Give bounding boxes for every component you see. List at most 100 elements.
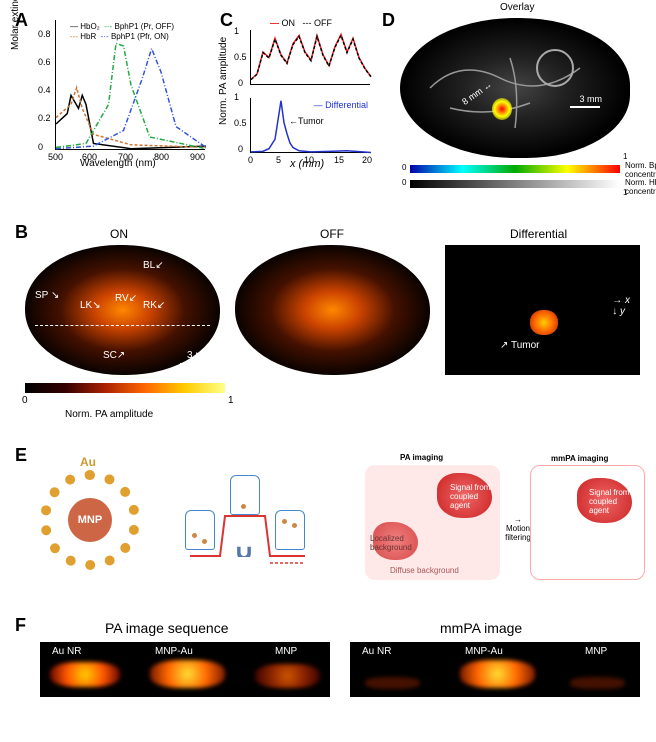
b-on-title: ON: [110, 227, 128, 241]
au-label: Au: [80, 455, 96, 469]
dashed-line: [35, 325, 210, 326]
tick: 700: [118, 152, 133, 162]
annot-text: RV: [115, 293, 129, 304]
label-text: Tumor: [298, 116, 324, 126]
panel-d-image: 8 mm ↔ 3 mm: [400, 18, 630, 158]
panel-a: Molar extinction coefficient (×10⁵ cm⁻¹M…: [20, 10, 210, 180]
tick: 15: [334, 155, 344, 165]
colorbar-bphp1: [410, 165, 620, 173]
cb-max: 1: [228, 395, 234, 406]
panel-f: PA image sequence mmPA image Au NR MNP-A…: [10, 620, 650, 730]
annot-text: BL: [143, 260, 155, 271]
cb-label: Norm. Hb concentration: [625, 178, 656, 196]
annot-sp: SP ↘: [35, 290, 59, 301]
tumor-text: Tumor: [511, 340, 540, 351]
annot-text: SC: [103, 350, 117, 361]
mm-box: mmPA imaging Signal from coupled agent: [530, 465, 645, 580]
panel-c-top-axes: [250, 30, 370, 85]
legend-item: BphP1 (Pfr, ON): [111, 32, 169, 41]
f-right-image: Au NR MNP-Au MNP: [350, 642, 640, 697]
signal-text: Signal from coupled agent: [589, 488, 634, 515]
blob: [50, 662, 120, 687]
tick: 0.5: [234, 52, 247, 62]
legend-item: HbR: [80, 32, 96, 41]
cb-min: 0: [22, 395, 28, 406]
f-left-image: Au NR MNP-Au MNP: [40, 642, 330, 697]
legend-item: ON: [282, 18, 296, 28]
tumor-hotspot: [492, 98, 512, 120]
f-title-left: PA image sequence: [105, 620, 229, 636]
tumor-arrow: ↗ Tumor: [500, 340, 540, 351]
panel-b: ON OFF Differential SP ↘ LK↘ RV↙ BL↙ RK↙…: [10, 225, 650, 415]
tick: 600: [82, 152, 97, 162]
pa-box: PA imaging Signal from coupled agent Loc…: [365, 465, 500, 580]
f-title-right: mmPA image: [440, 620, 522, 636]
b-diff-title: Differential: [510, 227, 567, 241]
annot-text: RK: [143, 300, 157, 311]
blob: [150, 660, 225, 688]
annot-bl: BL↙: [143, 260, 164, 271]
panel-a-legend: — HbO₂ -·- BphP1 (Pr, OFF) --- HbR -·- B…: [70, 22, 174, 41]
tick: 0.5: [234, 118, 247, 128]
tick: 0.2: [38, 113, 51, 123]
annot-text: SP: [35, 290, 48, 301]
tick: 900: [190, 152, 205, 162]
tumor-label: ←Tumor: [289, 116, 324, 126]
panel-c-legend: — ON --- OFF: [270, 18, 332, 28]
cb-max: 1: [623, 188, 627, 197]
annot-rv: RV↙: [115, 293, 137, 304]
f-col-label: MNP: [275, 646, 297, 657]
tick: 0.6: [38, 57, 51, 67]
f-col-label: Au NR: [52, 646, 81, 657]
tick: 5: [276, 155, 281, 165]
tick: 0.8: [38, 29, 51, 39]
annot-rk: RK↙: [143, 300, 165, 311]
b-off-title: OFF: [320, 227, 344, 241]
tick: 500: [48, 152, 63, 162]
field-line: [185, 508, 310, 578]
f-col-label: MNP-Au: [465, 646, 503, 657]
pa-title: PA imaging: [400, 453, 443, 462]
legend-item: OFF: [314, 18, 332, 28]
legend-item: — Differential: [314, 100, 368, 110]
panel-d-title: Overlay: [500, 2, 534, 13]
b-off-image: [235, 245, 430, 375]
b-diff-image: ↗ Tumor → x↓ y: [445, 245, 640, 375]
panel-c-bot-axes: — Differential ←Tumor: [250, 98, 370, 153]
f-col-label: MNP-Au: [155, 646, 193, 657]
panel-d: Overlay 8 mm ↔ 3 mm 0 Norm. BphP1 concen…: [380, 0, 650, 200]
blob: [365, 677, 420, 689]
cb-max: 1: [623, 152, 627, 161]
tick: 800: [154, 152, 169, 162]
b-on-image: SP ↘ LK↘ RV↙ BL↙ RK↙ SC↗ 3 mm: [25, 245, 220, 375]
panel-e: Au MNP PA imaging Signal from coupled ag…: [10, 450, 650, 600]
panel-b-colorbar: [25, 383, 225, 393]
scalebar-label: 3 mm: [187, 350, 212, 361]
panel-c-top-svg: [251, 30, 371, 85]
tick: 20: [362, 155, 372, 165]
motion-label-text: Motion filtering: [505, 524, 531, 542]
f-col-label: Au NR: [362, 646, 391, 657]
tick: 0: [38, 142, 43, 152]
cb-label: Norm. PA amplitude: [65, 409, 153, 420]
blob: [570, 677, 625, 689]
annot-text: LK: [80, 300, 92, 311]
signal-text: Signal from coupled agent: [450, 483, 495, 510]
tick: 0: [238, 144, 243, 154]
cb-label: Norm. BphP1 concentration: [625, 161, 656, 179]
tick: 10: [304, 155, 314, 165]
localized-text: Localized background: [370, 534, 415, 552]
tick: 0: [248, 155, 253, 165]
mm-title: mmPA imaging: [551, 454, 608, 463]
scalebar: [180, 363, 210, 365]
blob: [255, 664, 320, 688]
cb-min: 0: [402, 178, 406, 187]
legend-item: BphP1 (Pr, OFF): [114, 22, 174, 31]
cb-min: 0: [402, 163, 406, 172]
tick: 0.4: [38, 85, 51, 95]
colorbar-hb: [410, 180, 620, 188]
panel-a-ylabel: Molar extinction coefficient (×10⁵ cm⁻¹M…: [10, 0, 21, 50]
panel-d-vasculature: [400, 18, 630, 158]
tick: 1: [234, 26, 239, 36]
annot-lk: LK↘: [80, 300, 101, 311]
